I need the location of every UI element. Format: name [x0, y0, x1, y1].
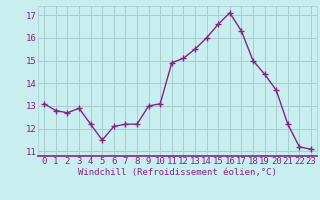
X-axis label: Windchill (Refroidissement éolien,°C): Windchill (Refroidissement éolien,°C) — [78, 168, 277, 177]
